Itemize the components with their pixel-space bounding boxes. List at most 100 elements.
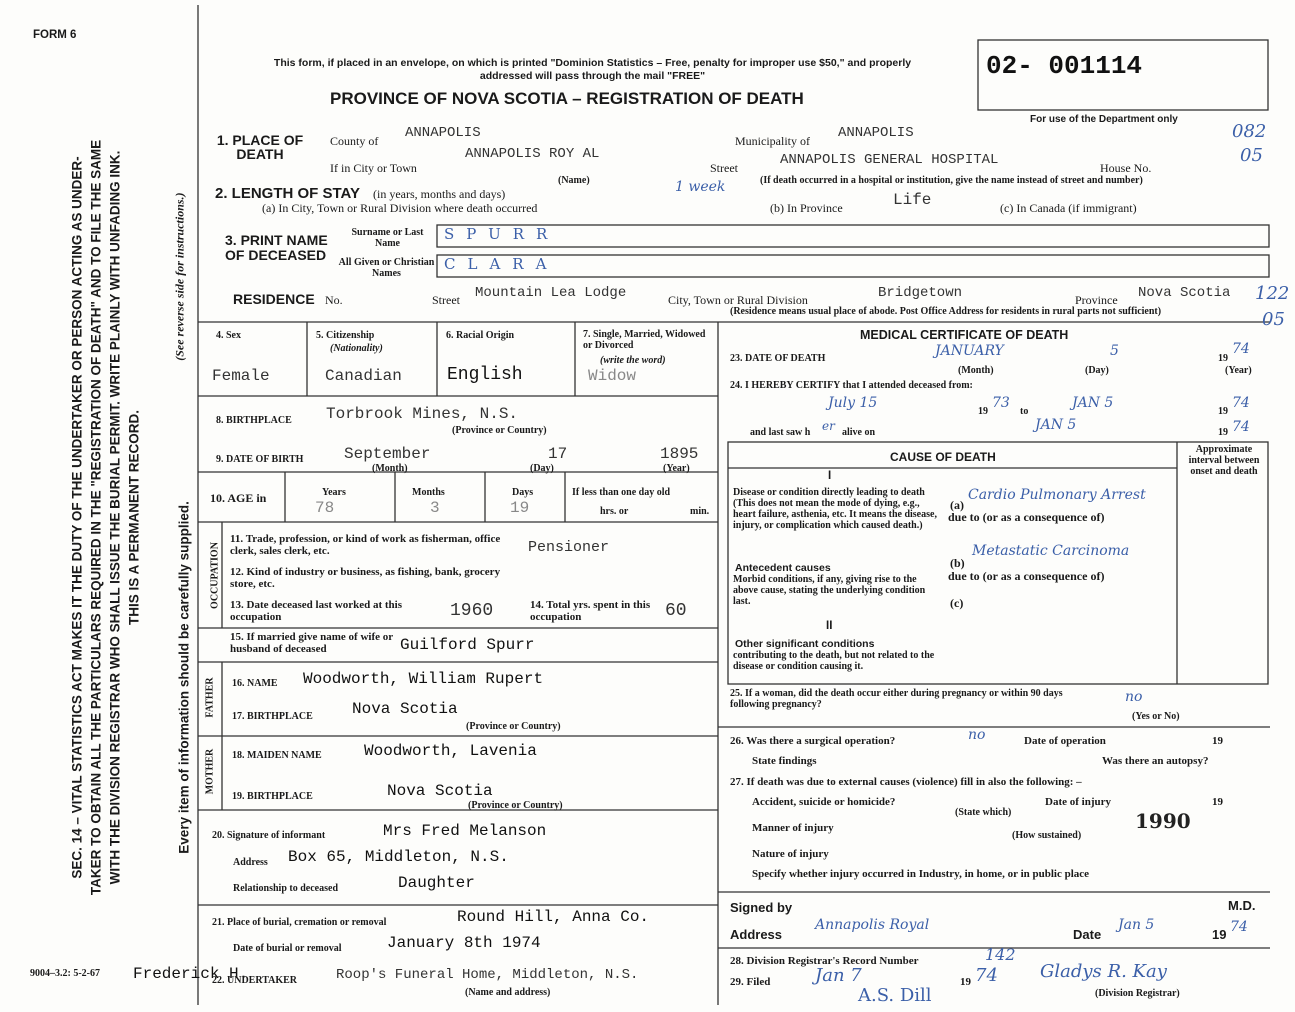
dept-note: For use of the Department only bbox=[1030, 114, 1178, 125]
label: (in years, months and days) bbox=[373, 187, 506, 201]
label: 9. DATE OF BIRTH bbox=[216, 454, 304, 465]
label: 19 bbox=[1218, 427, 1228, 438]
value: 142 bbox=[985, 945, 1016, 964]
value: Roop's Funeral Home, Middleton, N.S. bbox=[336, 967, 639, 983]
value: ANNAPOLIS bbox=[838, 125, 914, 141]
value: September bbox=[344, 445, 431, 463]
label: Approximate interval between onset and d… bbox=[1188, 444, 1260, 477]
instruction: (See reverse side for instructions.) bbox=[172, 192, 187, 361]
label: 26. Was there a surgical operation? bbox=[730, 735, 896, 747]
value: Box 65, Middleton, N.S. bbox=[288, 848, 509, 866]
label: 19 bbox=[1212, 735, 1223, 747]
value: Nova Scotia bbox=[352, 700, 458, 718]
label: 19 bbox=[960, 976, 971, 988]
form-title: PROVINCE OF NOVA SCOTIA – REGISTRATION O… bbox=[330, 89, 804, 108]
value: Woodworth, William Rupert bbox=[303, 670, 544, 688]
note: (If death occurred in a hospital or inst… bbox=[760, 175, 1143, 186]
value: Widow bbox=[588, 367, 637, 385]
value: 5 bbox=[1110, 343, 1119, 359]
value: 73 bbox=[992, 395, 1010, 411]
value: Canadian bbox=[325, 367, 402, 385]
label: M.D. bbox=[1228, 898, 1256, 913]
label: 16. NAME bbox=[232, 678, 278, 689]
label: 3. PRINT NAME OF DECEASED bbox=[225, 232, 328, 263]
note: (State which) bbox=[955, 807, 1012, 818]
label: 10. AGE in bbox=[210, 491, 267, 505]
label: 17. BIRTHPLACE bbox=[232, 711, 313, 722]
value: January 8th 1974 bbox=[387, 934, 541, 952]
label: and last saw h bbox=[750, 427, 811, 438]
value: Jan 5 bbox=[1118, 917, 1155, 933]
label: Antecedent causes bbox=[735, 562, 831, 574]
label: (a) bbox=[950, 498, 964, 512]
label: Address bbox=[233, 857, 268, 868]
note: (Residence means usual place of abode. P… bbox=[730, 306, 1162, 317]
label: Disease or condition directly leading to… bbox=[733, 487, 937, 531]
label: due to (or as a consequence of) bbox=[948, 510, 1105, 524]
label: 19. BIRTHPLACE bbox=[232, 791, 313, 802]
value: A.S. Dill bbox=[858, 985, 932, 1006]
value: Pensioner bbox=[528, 539, 610, 556]
label: 29. Filed bbox=[730, 976, 771, 988]
print-code: 9004–3.2: 5-2-67 bbox=[30, 968, 100, 979]
value: 1895 bbox=[660, 445, 699, 463]
label: (c) bbox=[950, 596, 964, 610]
label: Date of burial or removal bbox=[233, 943, 342, 954]
label: RESIDENCE bbox=[233, 291, 315, 307]
code: 05 bbox=[1240, 145, 1263, 166]
label: 13. Date deceased last worked at this oc… bbox=[230, 599, 403, 624]
label: 14. Total yrs. spent in this occupation bbox=[530, 599, 651, 624]
label: (b) In Province bbox=[770, 201, 843, 215]
value: Female bbox=[212, 367, 270, 385]
value: 78 bbox=[315, 499, 335, 517]
label: Other significant conditions bbox=[735, 638, 875, 650]
label: contributing to the death, but not relat… bbox=[733, 650, 935, 672]
value: Cardio Pulmonary Arrest bbox=[968, 487, 1146, 503]
instruction: Every item of information should be care… bbox=[176, 501, 192, 854]
note: (Nationality) bbox=[330, 343, 383, 354]
value: er bbox=[822, 419, 835, 433]
label: City, Town or Rural Division bbox=[668, 293, 808, 307]
label: 4. Sex bbox=[216, 330, 241, 341]
label: Date bbox=[1073, 927, 1102, 942]
note: (Yes or No) bbox=[1132, 711, 1180, 722]
value: 74 bbox=[1232, 341, 1250, 357]
label: Province bbox=[1075, 293, 1118, 307]
value: Nova Scotia bbox=[387, 782, 493, 800]
note: (Month) bbox=[958, 365, 994, 376]
value: Guilford Spurr bbox=[400, 636, 535, 654]
value: Woodworth, Lavenia bbox=[364, 742, 537, 760]
label: 23. DATE OF DEATH bbox=[730, 353, 826, 364]
value: 74 bbox=[1232, 395, 1250, 411]
label: min. bbox=[690, 506, 710, 517]
label: Days bbox=[512, 487, 534, 498]
label: Morbid conditions, if any, giving rise t… bbox=[733, 574, 926, 607]
section-label: MOTHER bbox=[204, 748, 216, 795]
value: 3 bbox=[430, 499, 440, 517]
label: to bbox=[1020, 406, 1029, 417]
value: Mountain Lea Lodge bbox=[475, 285, 627, 301]
value: no bbox=[1125, 689, 1143, 705]
note: (How sustained) bbox=[1012, 830, 1082, 841]
value: JAN 5 bbox=[1035, 417, 1077, 433]
value: 74 bbox=[1232, 419, 1250, 435]
form-number: FORM 6 bbox=[33, 29, 77, 41]
code: 05 bbox=[1262, 309, 1285, 330]
value: Jan 7 bbox=[815, 965, 862, 986]
value: no bbox=[968, 727, 986, 743]
mail-notice: This form, if placed in an envelope, on … bbox=[273, 57, 912, 82]
section-title: CAUSE OF DEATH bbox=[890, 450, 996, 464]
note: (Day) bbox=[530, 463, 554, 474]
label: Municipality of bbox=[735, 134, 810, 148]
note: (Month) bbox=[372, 463, 408, 474]
note: (Year) bbox=[1225, 365, 1252, 376]
label: Date of injury bbox=[1045, 796, 1111, 808]
label: Relationship to deceased bbox=[233, 883, 338, 894]
label: 1. PLACE OF DEATH bbox=[216, 132, 304, 162]
label: 19 bbox=[1218, 406, 1228, 417]
value: 19 bbox=[510, 499, 530, 517]
value: JANUARY bbox=[935, 343, 1004, 359]
label: State findings bbox=[752, 755, 817, 767]
value: English bbox=[447, 365, 523, 385]
